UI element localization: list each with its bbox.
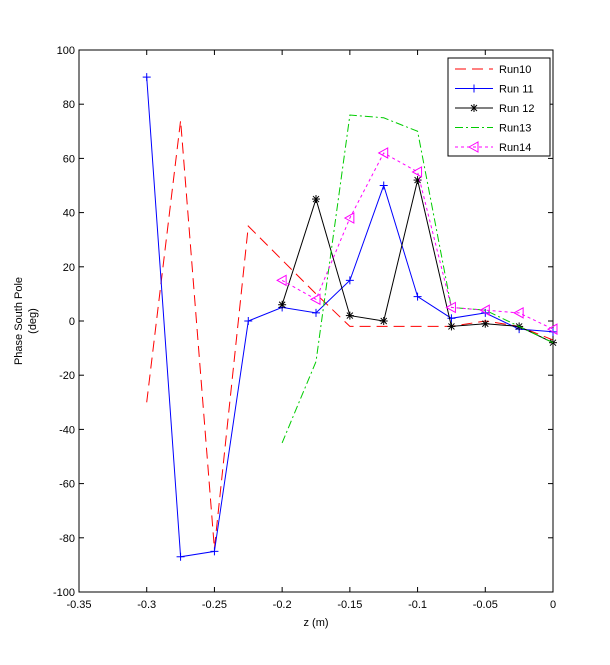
data-point [413,176,422,185]
data-point [278,300,287,309]
y-tick-label: 80 [63,99,75,111]
legend-label: Run 11 [499,84,534,96]
y-axis-label-line-1: Phase South Pole [13,277,25,365]
legend-item: Run10 [455,64,531,76]
x-tick-label: -0.3 [137,599,156,611]
data-point [513,307,524,319]
data-point [470,84,478,93]
data-point [447,322,456,331]
data-point [546,323,558,335]
x-tick-label: -0.35 [66,599,91,611]
data-point [481,319,490,328]
x-axis-label: z (m) [303,617,328,629]
data-point [413,292,422,301]
data-point [343,212,355,224]
y-tick-label: -20 [59,370,75,382]
data-point [244,317,253,325]
legend-label: Run 12 [499,103,534,115]
x-tick-label: -0.25 [202,599,227,611]
data-point [379,181,388,190]
data-point [479,304,490,317]
legend-item: Run 12 [455,103,534,115]
x-tick-label: -0.1 [408,599,427,611]
legend-label: Run13 [499,123,531,135]
data-point [312,195,320,204]
series-lines [142,73,558,561]
data-point [467,141,479,153]
y-axis-label-line-2: (deg) [27,308,39,334]
data-point [142,73,151,82]
y-tick-label: 0 [69,316,75,328]
series-line [281,114,554,444]
legend-item: Run 11 [455,84,534,96]
data-point [411,166,423,178]
data-point [377,147,389,159]
y-tick-label: 40 [63,208,75,220]
axis-ticks: -0.35 -0.3 -0.25 -0.2 -0.15 -0.1 -0.05 0 -100 -80… [53,45,556,611]
y-tick-label: 20 [63,262,75,274]
data-point [470,104,478,112]
legend-label: Run14 [499,142,531,154]
legend-item: Run14 [455,141,531,154]
x-tick-label: -0.2 [273,599,292,611]
data-point [345,276,354,285]
data-point [276,274,287,287]
y-tick-label: -80 [59,533,75,545]
x-tick-label: -0.05 [473,599,498,611]
legend-item: Run13 [455,123,531,135]
data-point [309,293,321,306]
x-tick-label: 0 [550,599,556,611]
y-tick-label: -40 [59,424,75,436]
legend: Run10 Run 11 Run 12 Run13 Run14 [447,57,551,157]
y-tick-label: 60 [63,153,75,165]
series-line [146,120,554,549]
data-point [210,547,219,556]
y-tick-label: 100 [57,45,75,57]
data-point [312,308,320,317]
x-tick-label: -0.15 [337,599,362,611]
legend-label: Run10 [499,64,531,76]
data-point [176,552,185,561]
data-point [345,311,354,320]
data-point [447,314,456,323]
series-line [281,152,554,330]
y-tick-label: -100 [53,587,75,599]
data-point [379,317,388,325]
data-point [445,301,456,314]
legend-box [447,57,551,157]
y-tick-label: -60 [59,479,75,491]
